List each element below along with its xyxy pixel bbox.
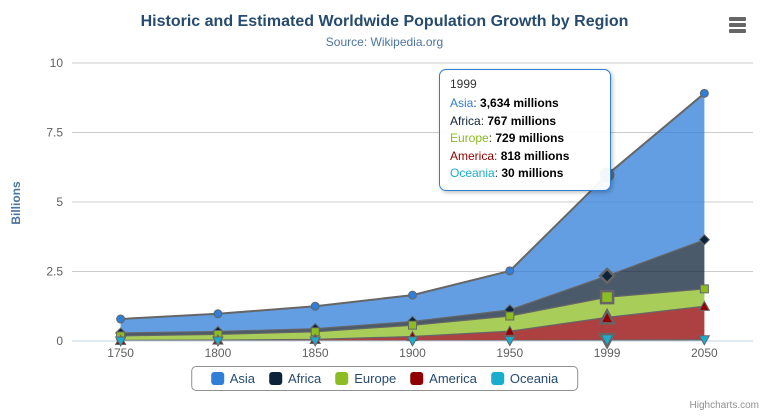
legend-item-america[interactable]: America [410,371,477,386]
legend-item-oceania[interactable]: Oceania [490,371,559,386]
tooltip-row-america: America: 818 millions [450,148,570,163]
legend-label: Asia [229,371,256,386]
legend-label: Oceania [509,371,559,386]
tooltip-series-name: Europe [450,131,489,145]
svg-text:1800: 1800 [205,346,232,360]
legend-swatch-icon [335,372,349,385]
marker-africa-1999[interactable] [598,267,616,285]
hamburger-icon [729,29,746,33]
tooltip-series-name: Oceania [450,166,495,180]
tooltip-row-africa: Africa: 767 millions [450,113,557,128]
marker-asia-1850[interactable] [310,301,320,311]
marker-europe-1950[interactable] [505,311,515,321]
y-axis-labels: 0 2.5 5 7.5 10 [46,56,63,348]
tooltip-series-value: 3,634 millions [480,96,559,110]
legend-swatch-icon [210,372,224,385]
marker-asia-1800[interactable] [213,309,223,319]
marker-asia-1750[interactable] [116,314,126,324]
marker-oceania-1850[interactable] [309,336,322,347]
area-america[interactable] [120,306,705,341]
marker-asia-1950[interactable] [505,266,515,276]
marker-oceania-1900[interactable] [406,336,419,347]
marker-oceania-1800[interactable] [212,336,224,347]
marker-europe-2050[interactable] [699,284,709,294]
svg-text:5: 5 [56,195,63,209]
marker-europe-1850[interactable] [310,327,320,337]
marker-asia-2050[interactable] [699,88,709,98]
marker-africa-2050[interactable] [698,234,711,246]
marker-europe-1900[interactable] [408,320,417,330]
tooltip-series-value: 30 millions [501,166,564,180]
tooltip-series-name: Asia [450,96,474,110]
marker-oceania-1750[interactable] [114,336,127,347]
tooltip-row-oceania: Oceania: 30 millions [450,166,564,180]
area-asia[interactable] [120,93,705,333]
tooltip-series-name: America [450,148,495,163]
tooltip-header: 1999 [450,77,477,91]
legend: Asia Africa Europe America Oceania [190,366,579,391]
legend-item-asia[interactable]: Asia [210,371,256,386]
legend-label: Europe [354,371,397,386]
tooltip-series-value: 729 millions [495,131,565,145]
svg-text:1850: 1850 [302,346,329,360]
svg-text:1950: 1950 [496,346,523,360]
area-africa[interactable] [120,239,705,336]
tooltip-row-europe: Europe: 729 millions [450,131,565,145]
svg-text:1999: 1999 [594,346,621,360]
legend-swatch-icon [410,372,424,385]
legend-swatch-icon [269,372,283,385]
tooltip-row-asia: Asia: 3,634 millions [450,96,559,110]
svg-text:2050: 2050 [691,346,718,360]
legend-swatch-icon [490,372,504,385]
tooltip-series-value: 767 millions [487,113,557,128]
chart-subtitle: Source: Wikipedia.org [325,35,444,49]
legend-label: America [429,371,477,386]
marker-asia-1900[interactable] [408,290,417,300]
y-axis-title: Billions [9,181,23,225]
marker-oceania-2050[interactable] [698,335,711,346]
marker-europe-1999[interactable] [599,289,615,305]
svg-text:7.5: 7.5 [46,126,63,140]
x-axis-labels: 1750 1800 1850 1900 1950 1999 2050 [107,346,718,360]
legend-label: Africa [288,371,322,386]
svg-text:1900: 1900 [399,346,426,360]
legend-item-africa[interactable]: Africa [269,371,321,386]
marker-america-1950[interactable] [503,325,516,336]
hamburger-icon [729,23,746,27]
marker-america-2050[interactable] [698,300,711,311]
svg-text:10: 10 [50,56,64,70]
tooltip-series-value: 818 millions [500,148,570,163]
svg-text:2.5: 2.5 [46,265,63,279]
marker-oceania-1999[interactable] [597,332,617,350]
credits-link[interactable]: Highcharts.com [689,400,759,411]
legend-item-europe[interactable]: Europe [335,371,396,386]
chart-title: Historic and Estimated Worldwide Populat… [140,13,629,30]
svg-text:1750: 1750 [107,346,134,360]
export-menu-button[interactable] [729,17,746,33]
tooltip: 1999 Asia: 3,634 millions Africa: 767 mil… [439,69,611,191]
marker-america-1999[interactable] [597,307,617,325]
marker-oceania-1950[interactable] [503,336,516,347]
tooltip-series-name: Africa [450,113,481,128]
svg-text:0: 0 [56,334,63,348]
hamburger-icon [729,17,746,21]
